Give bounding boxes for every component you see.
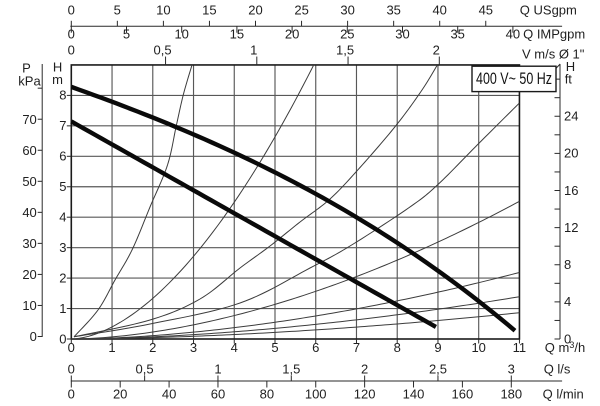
svg-text:5: 5 bbox=[114, 3, 121, 18]
svg-text:H: H bbox=[566, 59, 575, 74]
svg-text:0: 0 bbox=[68, 26, 75, 41]
svg-text:7: 7 bbox=[59, 118, 66, 133]
svg-text:V m/s Ø 1": V m/s Ø 1" bbox=[522, 47, 585, 62]
svg-text:2,5: 2,5 bbox=[429, 361, 447, 376]
svg-text:3: 3 bbox=[190, 340, 197, 355]
svg-text:2: 2 bbox=[361, 361, 368, 376]
svg-text:0: 0 bbox=[68, 387, 75, 402]
svg-text:1,5: 1,5 bbox=[282, 361, 300, 376]
svg-text:15: 15 bbox=[202, 3, 216, 18]
svg-text:45: 45 bbox=[479, 3, 493, 18]
svg-text:6: 6 bbox=[59, 149, 66, 164]
svg-text:16: 16 bbox=[564, 183, 578, 198]
svg-text:80: 80 bbox=[260, 387, 274, 402]
svg-text:Q l/min: Q l/min bbox=[543, 387, 584, 402]
svg-text:8: 8 bbox=[564, 257, 571, 272]
svg-text:0: 0 bbox=[564, 331, 571, 346]
svg-text:8: 8 bbox=[394, 340, 401, 355]
svg-text:7: 7 bbox=[353, 340, 360, 355]
svg-text:60: 60 bbox=[22, 143, 36, 158]
svg-text:30: 30 bbox=[340, 3, 354, 18]
svg-text:P: P bbox=[22, 60, 31, 75]
svg-text:4: 4 bbox=[564, 294, 571, 309]
svg-text:2: 2 bbox=[149, 340, 156, 355]
svg-text:0,5: 0,5 bbox=[154, 42, 172, 57]
svg-text:15: 15 bbox=[230, 26, 244, 41]
svg-text:3: 3 bbox=[59, 240, 66, 255]
svg-text:8: 8 bbox=[59, 88, 66, 103]
svg-text:2: 2 bbox=[59, 270, 66, 285]
svg-text:1: 1 bbox=[108, 340, 115, 355]
svg-text:0: 0 bbox=[59, 331, 66, 346]
svg-text:20: 20 bbox=[248, 3, 262, 18]
svg-text:5: 5 bbox=[271, 340, 278, 355]
svg-text:9: 9 bbox=[434, 340, 441, 355]
svg-text:40: 40 bbox=[22, 205, 36, 220]
svg-text:11: 11 bbox=[513, 340, 527, 355]
svg-text:m: m bbox=[52, 72, 63, 87]
svg-text:10: 10 bbox=[156, 3, 170, 18]
svg-text:Q USgpm: Q USgpm bbox=[520, 3, 577, 18]
svg-text:1,5: 1,5 bbox=[336, 42, 354, 57]
svg-text:20: 20 bbox=[113, 387, 127, 402]
svg-text:40: 40 bbox=[162, 387, 176, 402]
svg-text:ft: ft bbox=[565, 72, 573, 87]
svg-text:40: 40 bbox=[506, 26, 520, 41]
svg-text:35: 35 bbox=[450, 26, 464, 41]
svg-text:0,5: 0,5 bbox=[136, 361, 154, 376]
svg-text:140: 140 bbox=[403, 387, 425, 402]
svg-text:30: 30 bbox=[395, 26, 409, 41]
svg-text:1: 1 bbox=[214, 361, 221, 376]
svg-text:Q m3/h: Q m3/h bbox=[545, 340, 585, 355]
svg-text:0: 0 bbox=[68, 340, 75, 355]
svg-text:60: 60 bbox=[211, 387, 225, 402]
svg-text:160: 160 bbox=[452, 387, 474, 402]
svg-text:400 V~ 50 Hz: 400 V~ 50 Hz bbox=[476, 70, 552, 88]
svg-text:10: 10 bbox=[174, 26, 188, 41]
svg-text:70: 70 bbox=[22, 112, 36, 127]
svg-text:12: 12 bbox=[564, 220, 578, 235]
svg-text:35: 35 bbox=[386, 3, 400, 18]
svg-text:180: 180 bbox=[500, 387, 522, 402]
svg-text:100: 100 bbox=[305, 387, 327, 402]
svg-text:50: 50 bbox=[22, 174, 36, 189]
svg-text:Q IMPgpm: Q IMPgpm bbox=[523, 26, 585, 41]
svg-text:2: 2 bbox=[433, 42, 440, 57]
svg-text:25: 25 bbox=[294, 3, 308, 18]
svg-text:0: 0 bbox=[68, 3, 75, 18]
svg-text:5: 5 bbox=[123, 26, 130, 41]
svg-text:H: H bbox=[53, 60, 62, 75]
svg-text:1: 1 bbox=[250, 42, 257, 57]
svg-text:6: 6 bbox=[312, 340, 319, 355]
svg-text:5: 5 bbox=[59, 179, 66, 194]
svg-text:20: 20 bbox=[22, 267, 36, 282]
svg-text:1: 1 bbox=[59, 301, 66, 316]
svg-text:3: 3 bbox=[508, 361, 515, 376]
svg-text:10: 10 bbox=[22, 298, 36, 313]
svg-text:4: 4 bbox=[231, 340, 238, 355]
svg-text:25: 25 bbox=[340, 26, 354, 41]
svg-text:24: 24 bbox=[564, 109, 578, 124]
svg-text:120: 120 bbox=[354, 387, 376, 402]
svg-text:Q l/s: Q l/s bbox=[544, 361, 571, 376]
svg-text:40: 40 bbox=[432, 3, 446, 18]
svg-text:kPa: kPa bbox=[18, 74, 41, 89]
svg-text:4: 4 bbox=[59, 210, 66, 225]
svg-text:20: 20 bbox=[285, 26, 299, 41]
svg-text:0: 0 bbox=[30, 329, 37, 344]
svg-text:20: 20 bbox=[564, 146, 578, 161]
svg-text:0: 0 bbox=[68, 42, 75, 57]
svg-text:10: 10 bbox=[471, 340, 485, 355]
svg-text:0: 0 bbox=[68, 361, 75, 376]
svg-text:30: 30 bbox=[22, 236, 36, 251]
